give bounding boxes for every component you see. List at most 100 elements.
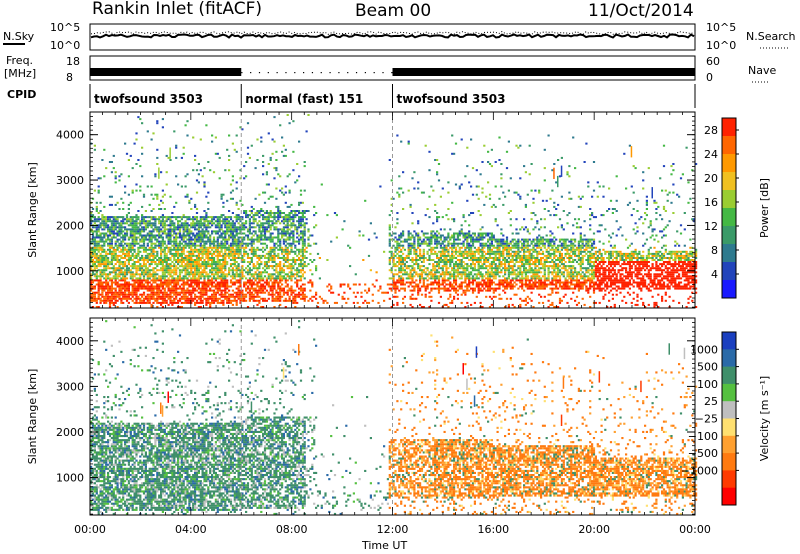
heatmap-cell xyxy=(144,250,147,253)
heatmap-cell xyxy=(103,263,106,266)
heatmap-cell xyxy=(114,226,117,229)
heatmap-cell xyxy=(439,195,442,198)
heatmap-cell xyxy=(148,289,151,292)
heatmap-cell xyxy=(407,273,410,276)
heatmap-cell xyxy=(186,273,189,276)
heatmap-cell xyxy=(216,275,219,278)
heatmap-cell xyxy=(197,220,200,223)
heatmap-cell xyxy=(212,257,216,259)
heatmap-cell xyxy=(290,244,293,247)
heatmap-cell xyxy=(182,285,185,288)
heatmap-cell xyxy=(93,242,96,245)
heatmap-cell xyxy=(207,224,210,227)
heatmap-cell xyxy=(267,250,270,253)
heatmap-cell xyxy=(144,281,147,284)
heatmap-cell xyxy=(158,208,161,210)
heatmap-cell xyxy=(146,277,149,280)
heatmap-cell xyxy=(403,238,406,241)
heatmap-cell xyxy=(451,246,454,249)
heatmap-cell xyxy=(118,261,121,263)
heatmap-cell xyxy=(165,283,168,286)
heatmap-cell xyxy=(265,277,268,280)
heatmap-cell xyxy=(118,297,121,300)
heatmap-cell xyxy=(146,267,149,270)
heatmap-cell xyxy=(199,252,202,255)
heatmap-cell xyxy=(182,289,185,292)
heatmap-cell xyxy=(434,238,437,241)
heatmap-cell xyxy=(432,189,435,192)
heatmap-cell xyxy=(222,275,225,278)
heatmap-cell xyxy=(239,281,242,284)
heatmap-cell xyxy=(339,283,342,286)
heatmap-cell xyxy=(186,173,189,176)
heatmap-cell xyxy=(110,246,113,249)
heatmap-cell xyxy=(127,175,130,178)
heatmap-cell xyxy=(95,273,98,276)
heatmap-cell xyxy=(303,248,306,251)
heatmap-cell xyxy=(390,269,393,272)
heatmap-cell xyxy=(199,297,202,300)
heatmap-cell xyxy=(97,257,100,259)
heatmap-cell xyxy=(248,271,251,274)
heatmap-cell xyxy=(277,232,280,235)
heatmap-cell xyxy=(224,226,227,229)
heatmap-cell xyxy=(290,222,293,225)
heatmap-cell xyxy=(120,273,123,276)
heatmap-cell xyxy=(279,232,282,235)
heatmap-cell xyxy=(462,269,465,272)
heatmap-cell xyxy=(252,240,255,243)
heatmap-cell xyxy=(203,236,206,239)
heatmap-cell xyxy=(307,299,310,302)
heatmap-cell xyxy=(237,222,240,225)
heatmap-cell xyxy=(445,263,448,266)
heatmap-cell xyxy=(451,259,454,261)
heatmap-cell xyxy=(248,277,251,280)
heatmap-cell xyxy=(139,267,142,270)
heatmap-cell xyxy=(263,222,267,225)
heatmap-cell xyxy=(456,269,459,272)
heatmap-cell xyxy=(254,287,257,290)
heatmap-cell xyxy=(160,295,163,298)
heatmap-cell xyxy=(184,289,187,292)
freq-label-2: [MHz] xyxy=(4,67,36,80)
heatmap-cell xyxy=(175,244,178,247)
heatmap-cell xyxy=(271,297,274,300)
heatmap-cell xyxy=(405,238,408,241)
heatmap-cell xyxy=(424,144,427,147)
heatmap-cell xyxy=(203,167,206,170)
heatmap-cell xyxy=(454,250,458,253)
heatmap-cell xyxy=(112,236,115,239)
heatmap-cell xyxy=(190,277,193,280)
heatmap-cell xyxy=(175,144,178,147)
heatmap-cell xyxy=(146,252,149,255)
heatmap-cell xyxy=(165,269,168,272)
heatmap-cell xyxy=(453,295,456,298)
heatmap-cell xyxy=(454,269,458,272)
heatmap-cell xyxy=(133,216,136,219)
heatmap-cell xyxy=(182,283,185,286)
heatmap-cell xyxy=(428,283,431,286)
heatmap-cell xyxy=(451,234,454,237)
heatmap-cell xyxy=(158,222,161,225)
heatmap-cell xyxy=(105,252,108,255)
heatmap-cell xyxy=(131,275,134,278)
heatmap-cell xyxy=(212,216,216,219)
heatmap-cell xyxy=(120,244,123,247)
heatmap-cell xyxy=(108,226,112,229)
heatmap-cell xyxy=(454,277,458,280)
heatmap-cell xyxy=(211,273,214,276)
heatmap-cell xyxy=(116,248,119,251)
heatmap-cell xyxy=(299,297,303,300)
heatmap-cell xyxy=(260,224,263,227)
heatmap-cell xyxy=(142,293,146,296)
heatmap-cell xyxy=(275,187,278,190)
heatmap-cell xyxy=(108,295,112,298)
heatmap-cell xyxy=(394,281,397,284)
heatmap-cell xyxy=(125,248,129,251)
heatmap-cell xyxy=(152,257,155,259)
heatmap-cell xyxy=(173,287,176,290)
heatmap-cell xyxy=(284,250,287,253)
heatmap-cell xyxy=(95,201,98,204)
heatmap-cell xyxy=(142,226,146,229)
heatmap-cell xyxy=(445,261,448,263)
